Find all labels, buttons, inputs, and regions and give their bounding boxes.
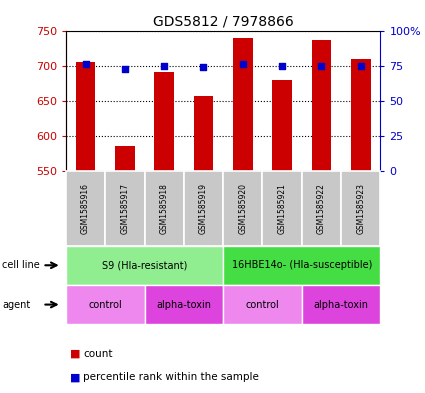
Bar [302,285,380,324]
Bar [76,62,95,171]
Bar [223,285,302,324]
Bar [223,171,262,246]
Text: GSM1585916: GSM1585916 [81,183,90,234]
Bar [105,171,144,246]
Bar [115,147,135,171]
Bar [66,246,223,285]
Point [279,62,286,69]
Title: GDS5812 / 7978866: GDS5812 / 7978866 [153,14,294,28]
Bar [272,81,292,171]
Bar [233,38,252,171]
Text: alpha-toxin: alpha-toxin [314,299,368,310]
Text: S9 (Hla-resistant): S9 (Hla-resistant) [102,260,187,270]
Point [318,62,325,69]
Bar [154,72,174,171]
Bar [341,171,380,246]
Text: GSM1585922: GSM1585922 [317,183,326,234]
Bar [184,171,223,246]
Text: percentile rank within the sample: percentile rank within the sample [83,372,259,382]
Point [357,62,364,69]
Text: GSM1585920: GSM1585920 [238,183,247,234]
Bar [194,96,213,171]
Text: cell line: cell line [2,260,40,270]
Text: count: count [83,349,112,359]
Text: control: control [88,299,122,310]
Text: ■: ■ [70,349,81,359]
Bar [351,59,371,171]
Text: agent: agent [2,299,30,310]
Text: control: control [246,299,279,310]
Point [122,65,128,72]
Text: ■: ■ [70,372,81,382]
Text: 16HBE14o- (Hla-susceptible): 16HBE14o- (Hla-susceptible) [232,260,372,270]
Bar [262,171,302,246]
Text: GSM1585923: GSM1585923 [356,183,365,234]
Text: GSM1585919: GSM1585919 [199,183,208,234]
Bar [223,246,380,285]
Text: GSM1585917: GSM1585917 [120,183,129,234]
Text: alpha-toxin: alpha-toxin [156,299,211,310]
Point [161,62,167,69]
Bar [144,285,223,324]
Point [82,61,89,68]
Point [239,61,246,68]
Point [200,64,207,70]
Bar [302,171,341,246]
Bar [66,171,105,246]
Bar [144,171,184,246]
Bar [312,40,331,171]
Text: GSM1585918: GSM1585918 [160,183,169,234]
Bar [66,285,144,324]
Text: GSM1585921: GSM1585921 [278,183,286,234]
